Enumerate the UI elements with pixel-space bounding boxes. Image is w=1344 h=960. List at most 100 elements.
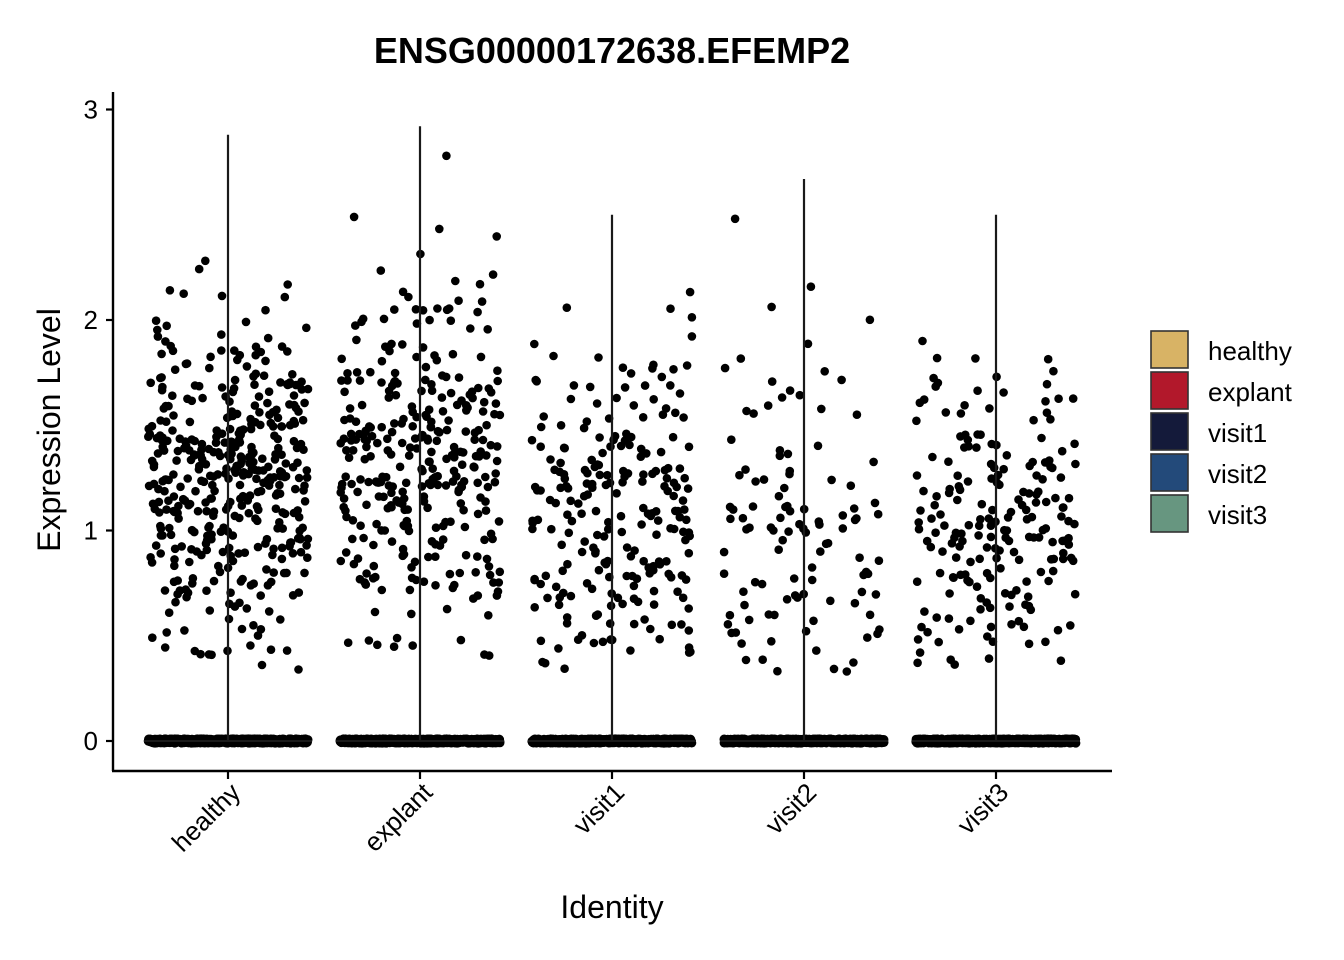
point-healthy xyxy=(155,508,164,517)
chart-title: ENSG00000172638.EFEMP2 xyxy=(374,30,850,71)
point-visit2 xyxy=(875,625,884,634)
point-visit1 xyxy=(619,466,628,476)
point-healthy xyxy=(237,624,247,634)
point-visit2 xyxy=(838,524,848,533)
point-explant xyxy=(342,446,351,455)
point-explant xyxy=(407,563,416,572)
point-visit1 xyxy=(622,543,632,552)
point-visit2 xyxy=(777,393,787,402)
point-visit1 xyxy=(555,593,565,602)
point-visit1 xyxy=(582,579,592,588)
point-healthy xyxy=(258,454,267,464)
point-visit1 xyxy=(594,353,603,362)
point-visit1 xyxy=(663,486,672,496)
point-visit1 xyxy=(532,486,542,495)
point-healthy xyxy=(253,631,263,640)
point-explant xyxy=(461,401,471,410)
point-visit1 xyxy=(605,619,615,628)
point-explant xyxy=(460,522,470,532)
point-explant xyxy=(351,321,360,330)
point-visit1 xyxy=(622,571,631,581)
point-explant xyxy=(372,519,381,529)
point-healthy xyxy=(146,378,155,388)
point-visit1 xyxy=(567,516,577,526)
point-explant xyxy=(362,569,371,578)
point-healthy xyxy=(238,574,247,584)
point-explant xyxy=(483,325,493,334)
point-explant xyxy=(474,425,484,435)
point-healthy xyxy=(156,373,165,383)
point-explant xyxy=(370,607,380,617)
point-explant xyxy=(400,505,410,515)
point-visit1 xyxy=(587,584,597,594)
point-explant xyxy=(431,523,441,532)
point-healthy xyxy=(170,544,180,554)
point-explant xyxy=(341,472,351,482)
point-healthy xyxy=(299,486,308,495)
point-explant xyxy=(484,562,494,571)
point-visit1 xyxy=(651,466,661,476)
point-visit1 xyxy=(557,540,566,550)
point-visit2 xyxy=(806,282,816,292)
point-visit2 xyxy=(846,481,856,491)
point-healthy xyxy=(191,486,200,496)
point-healthy xyxy=(273,434,283,444)
point-healthy xyxy=(289,508,299,518)
point-visit2 xyxy=(763,401,773,410)
point-visit1 xyxy=(629,594,639,603)
point-visit2 xyxy=(852,514,861,523)
point-healthy xyxy=(179,289,188,299)
point-visit2 xyxy=(865,610,875,620)
point-visit1 xyxy=(595,470,605,480)
point-explant xyxy=(466,324,475,333)
point-visit2 xyxy=(852,410,862,420)
point-healthy xyxy=(173,589,182,599)
point-healthy xyxy=(271,504,281,513)
point-healthy xyxy=(251,342,261,352)
point-explant xyxy=(438,521,448,531)
point-explant xyxy=(352,368,362,377)
point-healthy xyxy=(208,480,217,490)
point-healthy xyxy=(180,626,189,635)
point-healthy xyxy=(158,382,167,392)
point-healthy xyxy=(280,292,290,302)
point-healthy xyxy=(199,477,209,487)
point-visit1 xyxy=(536,442,545,452)
point-healthy xyxy=(261,539,270,548)
point-visit2 xyxy=(766,523,776,532)
point-visit1 xyxy=(660,465,670,475)
point-visit1 xyxy=(675,389,685,398)
point-explant xyxy=(336,438,346,448)
point-healthy xyxy=(156,521,165,531)
point-explant xyxy=(456,635,466,645)
point-visit2 xyxy=(871,590,881,599)
point-visit1 xyxy=(595,433,604,442)
point-visit2 xyxy=(767,637,776,646)
point-explant xyxy=(412,352,421,362)
point-explant xyxy=(364,636,374,645)
point-visit1 xyxy=(664,569,673,579)
point-visit1 xyxy=(679,527,688,537)
point-visit1 xyxy=(636,452,646,462)
point-healthy xyxy=(275,480,284,490)
point-explant xyxy=(427,380,436,389)
point-visit1 xyxy=(638,477,647,486)
point-healthy xyxy=(160,643,170,652)
point-explant xyxy=(480,535,489,545)
point-explant xyxy=(469,462,479,472)
point-explant xyxy=(385,346,394,356)
point-explant xyxy=(446,517,455,526)
point-healthy xyxy=(289,416,299,426)
point-healthy xyxy=(277,342,287,351)
point-healthy xyxy=(174,501,183,511)
point-explant xyxy=(484,651,494,660)
point-healthy xyxy=(190,646,200,656)
point-visit1 xyxy=(678,496,688,505)
point-explant xyxy=(404,292,413,302)
point-explant xyxy=(442,305,452,315)
point-visit1 xyxy=(653,516,663,525)
point-visit1 xyxy=(532,377,541,386)
point-visit2 xyxy=(775,451,785,461)
point-healthy xyxy=(207,534,216,544)
point-explant xyxy=(377,585,387,595)
